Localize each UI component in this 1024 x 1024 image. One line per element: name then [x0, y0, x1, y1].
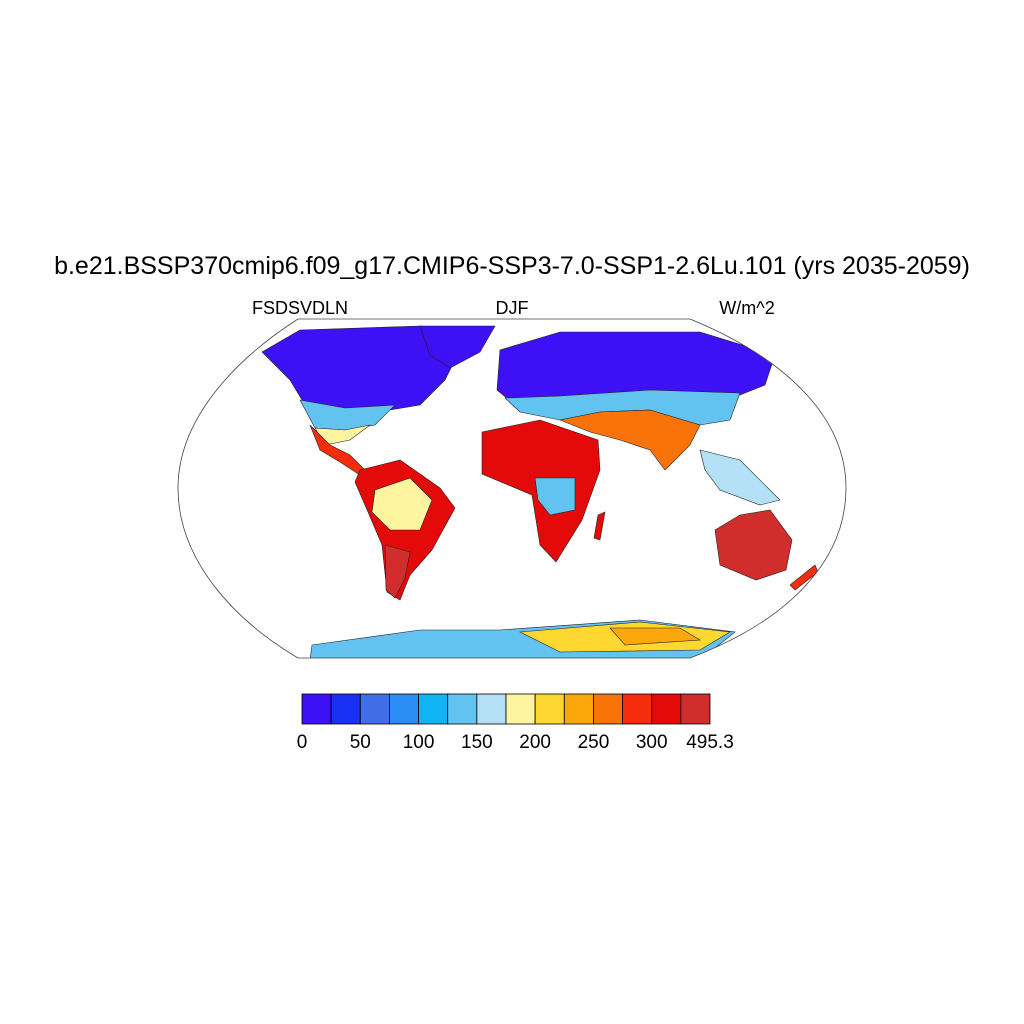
colorbar-label: 200 [519, 732, 551, 753]
antarctica-core [609, 627, 701, 646]
right-string: W/m^2 [719, 298, 774, 318]
center-string: DJF [496, 298, 529, 318]
africa-interior [534, 477, 576, 516]
map [177, 318, 847, 659]
colorbar-label: 50 [350, 732, 371, 753]
colorbar-label: 150 [461, 732, 493, 753]
greenland [419, 325, 496, 369]
asia-south [558, 409, 701, 471]
madagascar [593, 511, 606, 541]
colorbar-label: 300 [636, 732, 668, 753]
map-border [177, 318, 847, 659]
south-america-south [384, 544, 411, 599]
colorbar-box [505, 693, 536, 725]
title: b.e21.BSSP370cmip6.f09_g17.CMIP6-SSP3-7.… [54, 252, 970, 280]
colorbar-label: 495.3 [686, 732, 734, 753]
colorbar-label: 0 [297, 732, 308, 753]
southeast-asia [699, 449, 781, 506]
south-america-interior [371, 477, 433, 531]
colorbar-box [447, 693, 478, 725]
colorbar-box [418, 693, 449, 725]
colorbar-box [389, 693, 419, 725]
colorbar-label: 100 [403, 732, 435, 753]
new-zealand [789, 564, 819, 591]
colorbar-box [301, 693, 332, 725]
colorbar-box [330, 693, 361, 725]
north-america [261, 325, 471, 413]
colorbar-box [651, 693, 682, 725]
colorbar-box [359, 693, 390, 725]
colorbar-box [476, 693, 507, 725]
colorbar-box [680, 693, 711, 725]
australia [714, 509, 793, 581]
land [261, 325, 819, 658]
colorbar-box [593, 693, 623, 725]
colorbar: 0 50 100 150 200 250 300 495.3 [297, 693, 734, 753]
colorbar-box [534, 693, 565, 725]
colorbar-label: 250 [578, 732, 610, 753]
left-string: FSDSVDLN [252, 298, 348, 318]
colorbar-box [563, 693, 594, 725]
colorbar-box [622, 693, 653, 725]
